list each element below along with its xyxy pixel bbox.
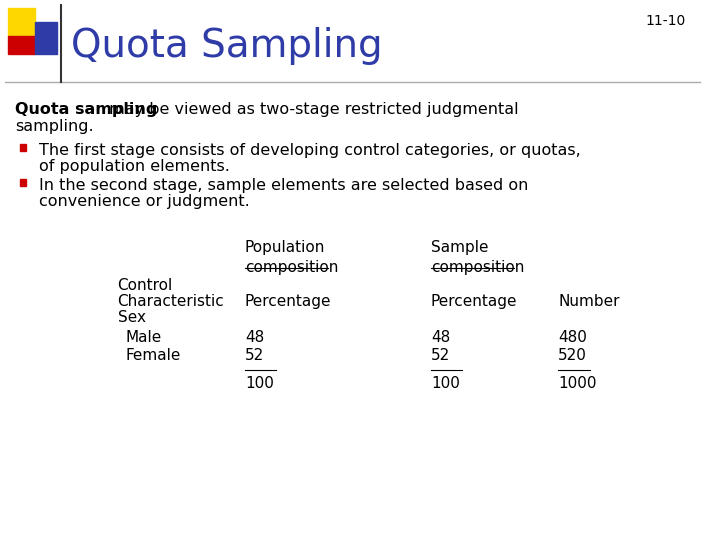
Bar [8,36,35,54]
Text: Characteristic: Characteristic [117,294,225,309]
Text: The first stage consists of developing control categories, or quotas,: The first stage consists of developing c… [39,143,581,158]
Text: of population elements.: of population elements. [39,159,230,174]
Text: Percentage: Percentage [431,294,518,309]
Text: 100: 100 [245,376,274,391]
Text: convenience or judgment.: convenience or judgment. [39,194,250,209]
Bar [35,22,57,54]
Text: 52: 52 [431,348,450,363]
Text: 480: 480 [558,330,588,345]
Text: Number: Number [558,294,620,309]
Text: sampling.: sampling. [14,119,94,134]
Text: 1000: 1000 [558,376,597,391]
Text: Percentage: Percentage [245,294,331,309]
Text: Male: Male [125,330,161,345]
Text: 48: 48 [245,330,264,345]
Text: Female: Female [125,348,181,363]
Text: 52: 52 [245,348,264,363]
Text: 520: 520 [558,348,588,363]
Text: Sex: Sex [117,310,145,325]
Text: Control: Control [117,278,173,293]
Text: Population
composition: Population composition [245,240,338,275]
Text: In the second stage, sample elements are selected based on: In the second stage, sample elements are… [39,178,528,193]
Text: Quota Sampling: Quota Sampling [71,27,382,65]
Bar [19,144,27,151]
Bar [8,8,35,36]
Bar [19,179,27,186]
Text: Sample
composition: Sample composition [431,240,524,275]
Text: 11-10: 11-10 [645,14,685,28]
Text: 48: 48 [431,330,450,345]
Text: Quota sampling: Quota sampling [14,102,157,117]
Text: 100: 100 [431,376,460,391]
Text: may be viewed as two-stage restricted judgmental: may be viewed as two-stage restricted ju… [104,102,518,117]
